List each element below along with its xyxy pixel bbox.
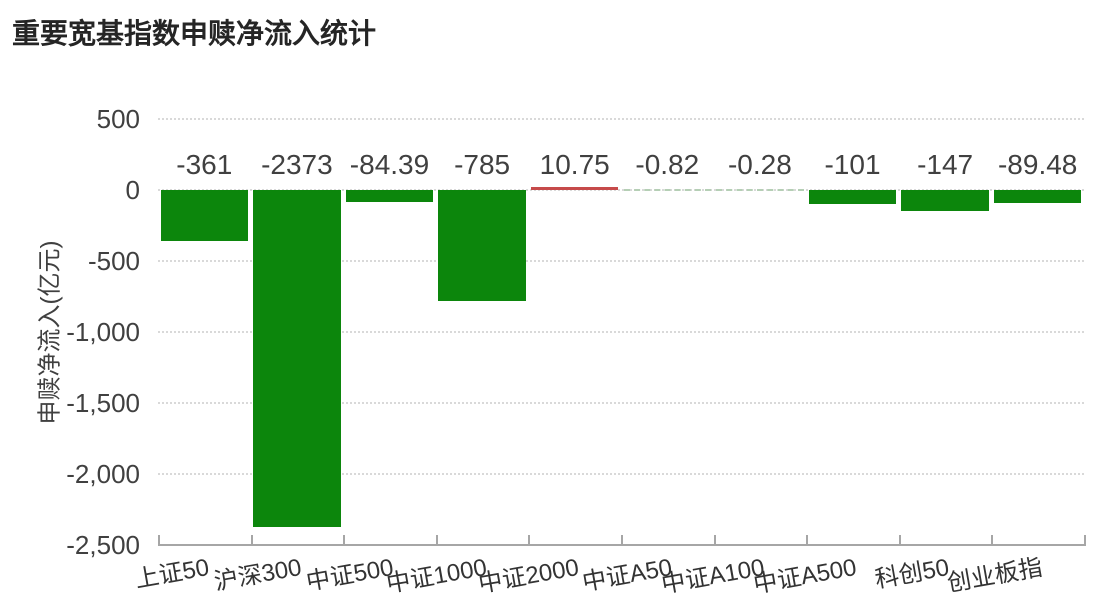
bar[interactable] [993, 190, 1082, 203]
gridline [158, 473, 1084, 475]
gridline [158, 260, 1084, 262]
x-axis-tick [158, 535, 160, 544]
x-axis-label: 创业板指 [944, 554, 1045, 598]
bar[interactable] [345, 190, 434, 202]
data-label: -101 [824, 149, 881, 180]
bar[interactable] [253, 190, 341, 527]
data-label: -785 [454, 149, 511, 180]
x-axis-tick [621, 535, 623, 544]
x-axis-tick [435, 535, 438, 544]
data-label: -0.28 [727, 149, 792, 180]
y-axis-tick-label: 0 [125, 175, 140, 205]
x-axis-label: 沪深300 [212, 554, 304, 596]
data-label: -89.48 [997, 149, 1078, 180]
x-axis-tick [713, 535, 716, 544]
x-axis-tick [898, 535, 901, 544]
x-axis-tick [991, 535, 994, 544]
x-axis-tick [806, 535, 809, 544]
x-axis-tick [528, 535, 531, 544]
gridline [158, 189, 1084, 191]
bar[interactable] [438, 190, 526, 302]
x-axis-line [158, 544, 1086, 546]
y-axis-tick-label: -500 [87, 246, 140, 276]
y-axis-tick-label: -1,000 [66, 317, 140, 347]
bar[interactable] [716, 189, 804, 191]
bar[interactable] [623, 189, 712, 191]
x-axis-label: 上证50 [132, 554, 211, 594]
bar[interactable] [901, 190, 989, 211]
x-axis-label: 中证500 [304, 554, 397, 596]
x-axis-label: 科创50 [873, 554, 952, 594]
y-axis-tick-label: -1,500 [66, 388, 140, 418]
y-axis-tick-label: -2,500 [66, 530, 140, 560]
y-axis-tick-label: -2,000 [66, 459, 140, 489]
data-label: -147 [917, 149, 974, 180]
x-axis-tick [250, 535, 253, 544]
x-axis-label: 中证A100 [659, 554, 767, 599]
bar[interactable] [530, 187, 619, 190]
bar[interactable] [808, 190, 897, 205]
x-axis-label: 中证1000 [384, 554, 489, 599]
x-axis-label: 中证A500 [751, 554, 860, 599]
gridline [158, 118, 1084, 120]
gridline [158, 402, 1084, 404]
data-label: -2373 [261, 149, 333, 180]
data-label: 10.75 [539, 149, 610, 180]
data-label: -84.39 [349, 149, 430, 180]
chart-title: 重要宽基指数申赎净流入统计 [12, 18, 377, 49]
data-label: -0.82 [635, 149, 700, 180]
x-axis-tick [343, 535, 346, 544]
y-axis-tick-label: 500 [96, 104, 140, 134]
gridline [158, 331, 1084, 333]
x-axis-tick [1084, 535, 1086, 544]
bar[interactable] [160, 190, 249, 242]
data-label: -361 [176, 149, 233, 180]
x-axis-label: 中证2000 [476, 554, 582, 599]
